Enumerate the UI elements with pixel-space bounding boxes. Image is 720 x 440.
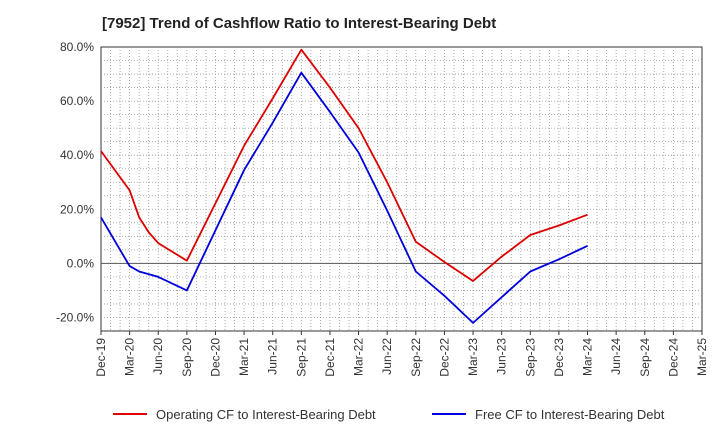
series-line-1 [100,48,588,282]
y-tick-label: 40.0% [60,148,94,162]
x-tick-label: Mar-23 [466,338,480,376]
x-tick-label: Dec-24 [666,338,680,377]
y-tick-label: 60.0% [60,94,94,108]
x-tick-label: Jun-24 [609,338,623,375]
legend-label-1: Operating CF to Interest-Bearing Debt [156,407,376,422]
legend-label-2: Free CF to Interest-Bearing Debt [475,407,665,422]
x-tick-label: Sep-24 [638,338,652,377]
y-tick-label: 20.0% [60,202,94,216]
x-tick-label: Sep-22 [409,338,423,377]
x-tick-label: Jun-20 [151,338,165,375]
x-tick-label: Jun-23 [495,338,509,375]
x-tick-label: Sep-23 [523,338,537,377]
x-tick-label: Dec-22 [437,338,451,377]
x-tick-label: Dec-23 [552,338,566,377]
y-tick-label: 80.0% [60,40,94,54]
x-tick-label: Dec-21 [323,338,337,377]
plot-area [100,46,703,332]
x-tick-label: Jun-21 [266,338,280,375]
x-tick-label: Dec-19 [94,338,108,377]
chart-title: [7952] Trend of Cashflow Ratio to Intere… [102,15,497,32]
y-tick-label: -20.0% [56,310,94,324]
x-tick-label: Mar-20 [123,338,137,376]
x-tick-label: Sep-20 [180,338,194,377]
series-line-2 [100,71,588,324]
x-tick-label: Sep-21 [294,338,308,377]
x-tick-label: Mar-21 [237,338,251,376]
x-tick-label: Mar-24 [581,338,595,376]
y-tick-label: 0.0% [67,256,95,270]
x-tick-label: Jun-22 [380,338,394,375]
x-tick-label: Mar-22 [352,338,366,376]
x-tick-label: Dec-20 [208,338,222,377]
x-tick-label: Mar-25 [695,338,709,376]
